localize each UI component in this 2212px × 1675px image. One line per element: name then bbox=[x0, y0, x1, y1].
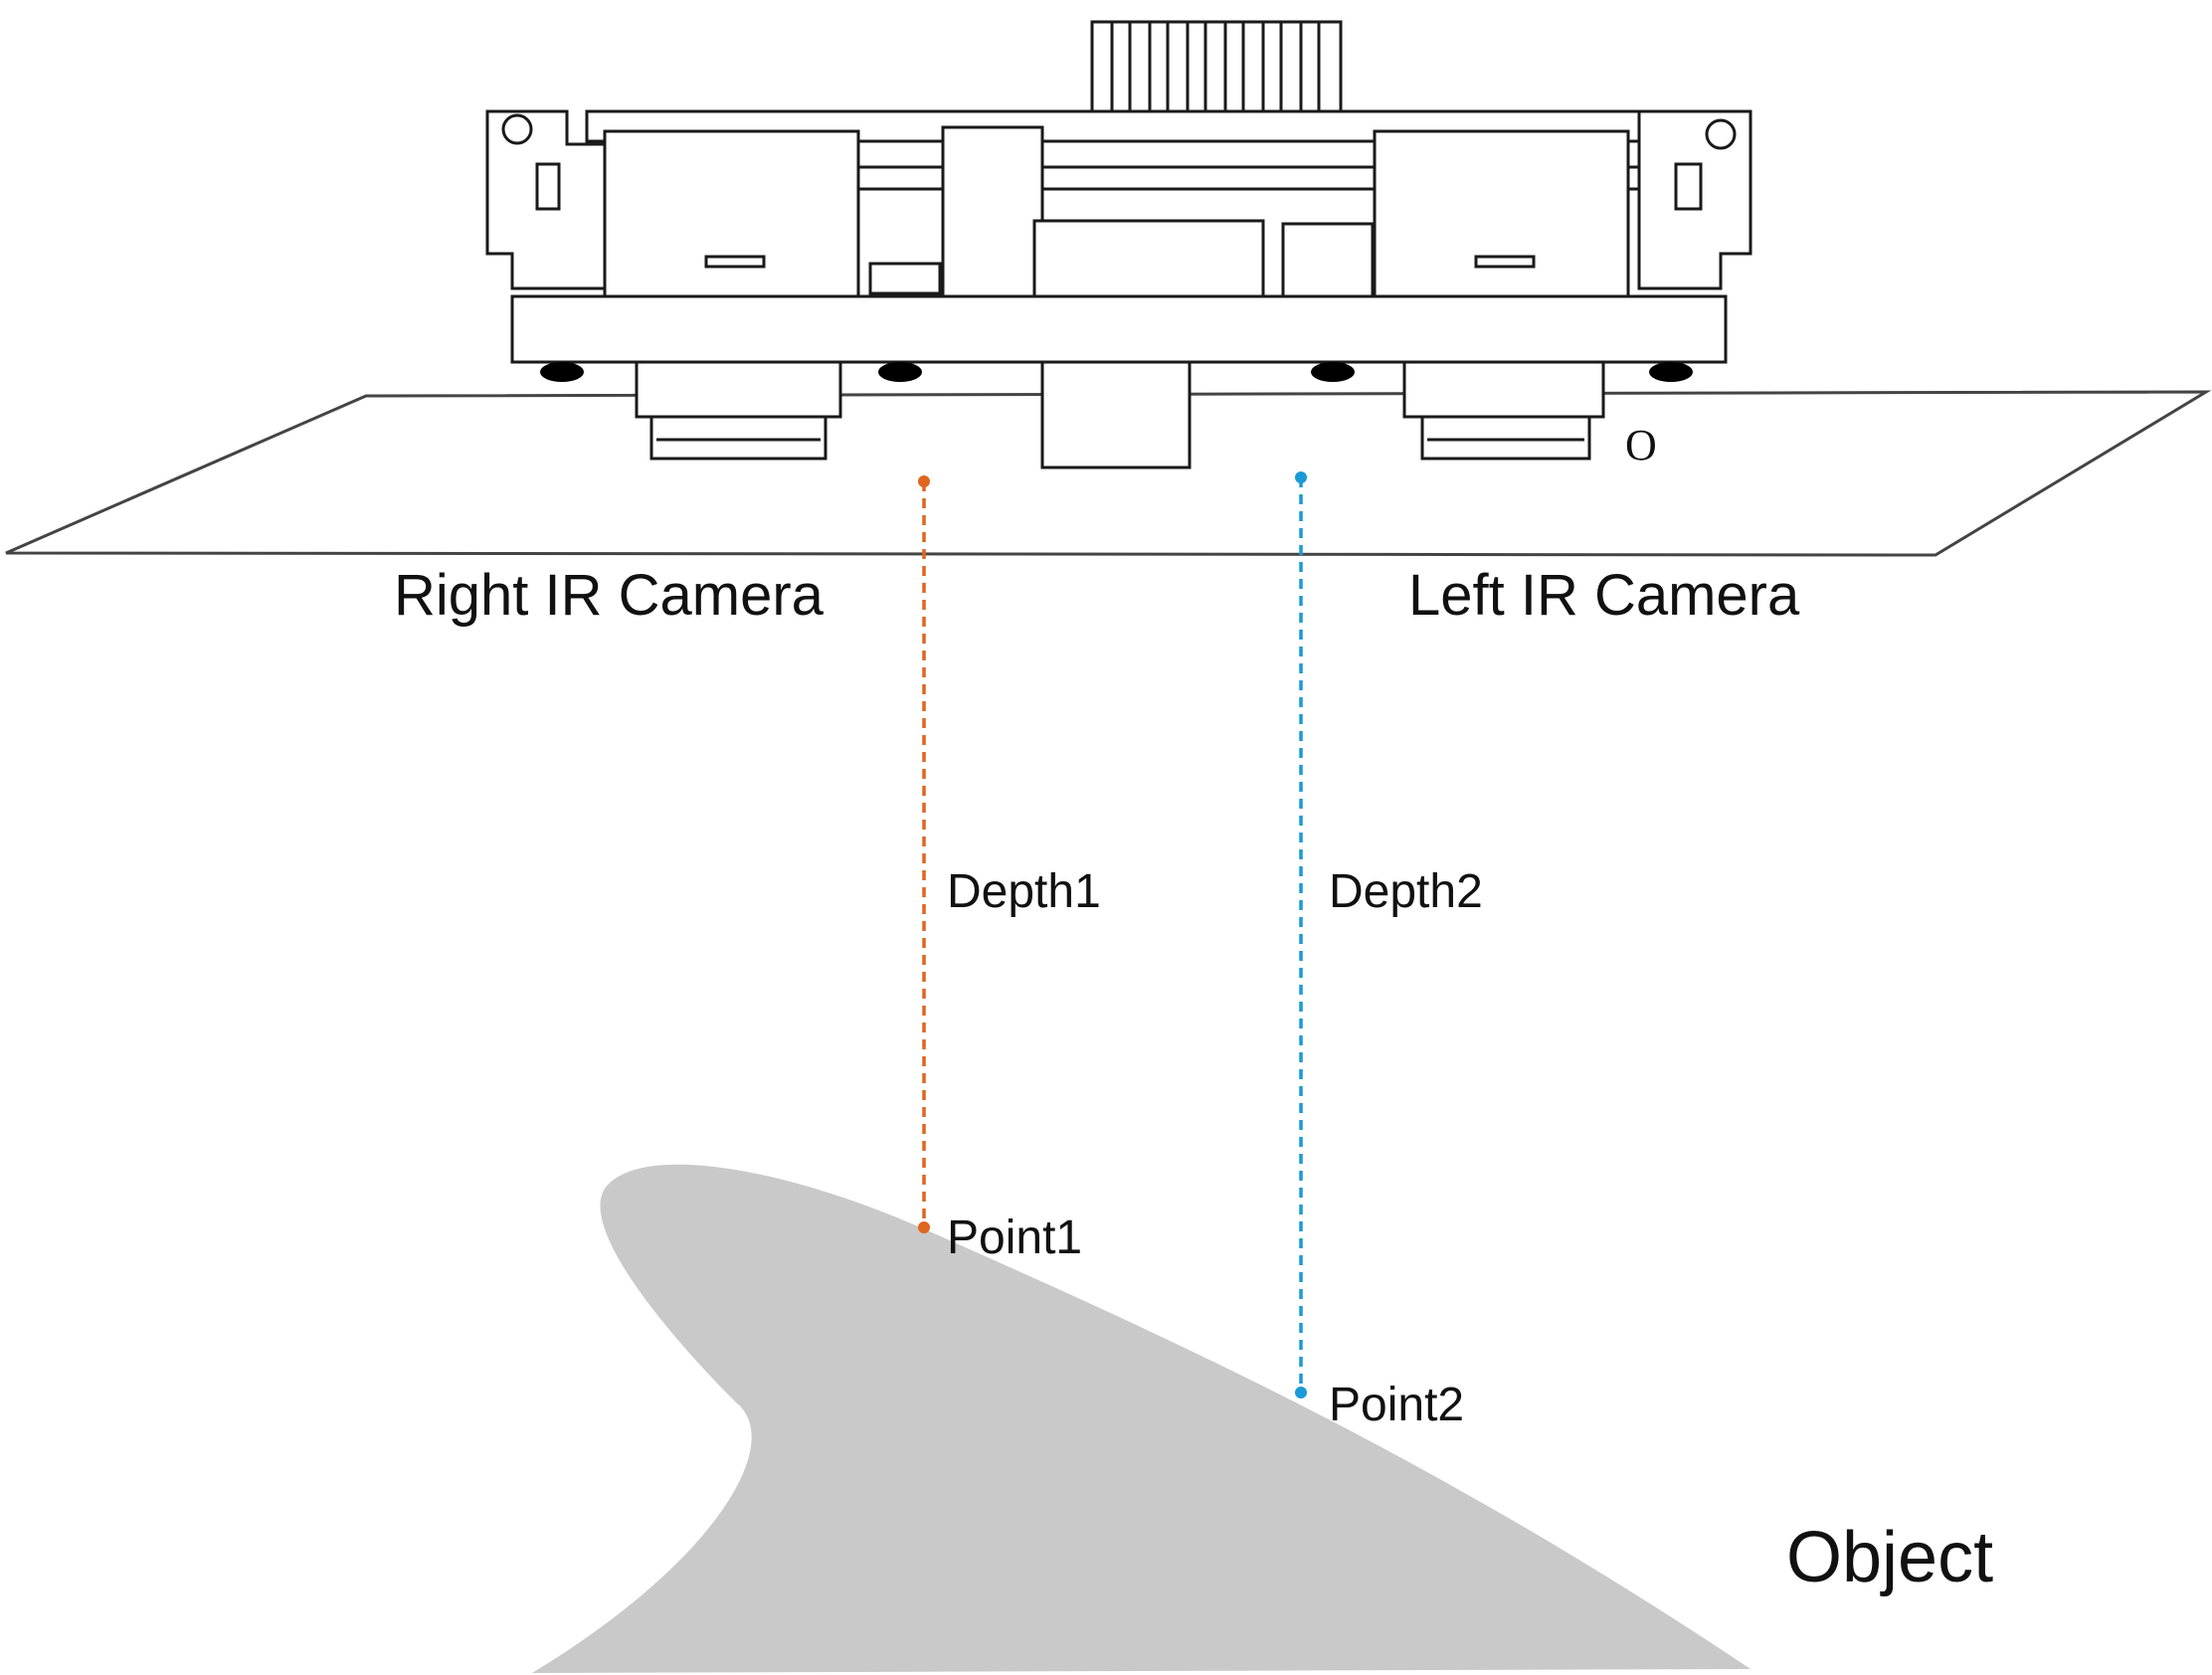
left-ir-camera-label: Left IR Camera bbox=[1408, 563, 1800, 628]
object-shape bbox=[532, 1164, 1751, 1673]
depth2-label: Depth2 bbox=[1329, 865, 1483, 918]
left-ir-lens bbox=[1402, 360, 1605, 461]
point2-label: Point2 bbox=[1329, 1379, 1464, 1431]
right-ir-lens bbox=[635, 360, 842, 461]
right-ir-camera-label: Right IR Camera bbox=[394, 563, 825, 628]
depth2-origin-dot bbox=[1295, 471, 1307, 483]
origin-label: O bbox=[1625, 421, 1657, 469]
point2-dot bbox=[1295, 1387, 1307, 1398]
depth-camera-device bbox=[485, 20, 1752, 469]
depth1-origin-dot bbox=[918, 475, 930, 487]
projector bbox=[1040, 360, 1192, 469]
depth1-label: Depth1 bbox=[947, 865, 1101, 918]
point1-dot bbox=[918, 1221, 930, 1233]
object-label: Object bbox=[1786, 1518, 1993, 1597]
point1-label: Point1 bbox=[947, 1211, 1082, 1264]
